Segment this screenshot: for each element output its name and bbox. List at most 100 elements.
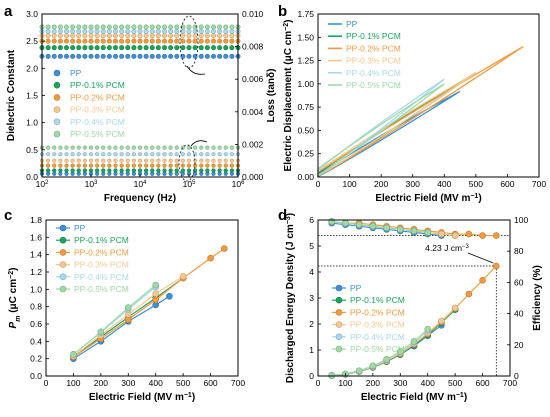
dielectric-point (64, 53, 70, 59)
loss-point (52, 163, 57, 168)
x-axis-label-a: Frequency (Hz) (104, 193, 176, 204)
dielectric-point (198, 28, 204, 34)
loss-point (137, 163, 143, 168)
dielectric-point (186, 53, 192, 59)
dielectric-point (229, 38, 235, 44)
panel-label-a: a (4, 3, 13, 20)
x-tick-label: 100 (338, 378, 352, 388)
dielectric-point (76, 53, 82, 59)
dielectric-point (223, 28, 229, 34)
data-point (97, 328, 105, 336)
loss-point (46, 158, 51, 163)
annotation-arrow (467, 252, 494, 264)
y-tick-label: 0.0 (26, 172, 38, 182)
dielectric-point (113, 45, 119, 51)
legend-label: PP-0.1% PCM (70, 80, 125, 90)
y-tick-label: 1.5 (26, 91, 38, 101)
dielectric-point (94, 45, 100, 51)
dielectric-point (76, 38, 82, 44)
legend-label: PP-0.3% PCM (70, 105, 125, 115)
dielectric-point (137, 45, 143, 51)
dielectric-point (192, 45, 198, 51)
x-tick-label: 600 (203, 378, 217, 388)
y2-tick-label: 20 (514, 340, 524, 350)
dielectric-point (125, 53, 131, 59)
loss-point (107, 163, 112, 168)
loss-point (144, 168, 149, 173)
dielectric-point (70, 38, 76, 44)
loss-point (180, 168, 185, 173)
dielectric-point (223, 33, 229, 39)
dielectric-point (106, 33, 112, 39)
dielectric-point (217, 28, 223, 34)
loss-point (223, 158, 228, 163)
y2-tick-label: 0 (514, 371, 519, 381)
dielectric-point (168, 53, 174, 59)
dielectric-point (125, 38, 131, 44)
data-point (152, 290, 160, 297)
dielectric-point (88, 45, 94, 51)
dielectric-point (186, 38, 192, 44)
efficiency-point (328, 218, 336, 225)
legend-marker (335, 345, 343, 353)
loss-point (217, 163, 222, 168)
panel-b-frame (317, 13, 540, 178)
legend-label: PP-0.4% PCM (346, 68, 401, 78)
x-tick-label: 500 (469, 179, 483, 189)
dielectric-point (168, 45, 174, 51)
loss-point (70, 168, 75, 173)
dielectric-point (57, 24, 63, 30)
dielectric-point (211, 33, 217, 39)
dielectric-point (155, 38, 161, 44)
y-tick-label: 6 (309, 215, 314, 225)
dielectric-point (162, 53, 168, 59)
loss-point (217, 152, 222, 157)
dielectric-point (155, 45, 161, 51)
y-tick-label: 1.00 (297, 79, 314, 89)
dielectric-point (149, 28, 155, 34)
loss-point (137, 145, 143, 150)
loss-point (156, 145, 161, 150)
loss-point (205, 168, 210, 173)
loss-point (223, 152, 228, 157)
legend-marker (59, 236, 67, 244)
y-tick-label: 1.2 (30, 267, 42, 277)
efficiency-point (410, 227, 418, 235)
dielectric-point (162, 28, 168, 34)
loss-point (131, 168, 136, 173)
efficiency-point (492, 232, 500, 239)
loss-point (131, 145, 136, 150)
loss-point (211, 145, 216, 150)
x-tick-label: 105 (183, 179, 196, 189)
dielectric-point (131, 38, 137, 44)
loss-point (107, 145, 112, 150)
loss-point (150, 145, 155, 150)
dielectric-point (125, 24, 131, 30)
y-tick-label: 4 (309, 267, 314, 277)
loss-point (76, 168, 81, 173)
loss-point (162, 158, 167, 163)
dielectric-point (64, 45, 70, 51)
dielectric-point (174, 53, 180, 59)
energy-point (451, 304, 459, 312)
efficiency-point (369, 222, 377, 230)
y-tick-label: 5 (309, 241, 314, 251)
y2-tick-label: 40 (514, 309, 524, 319)
y2-tick-label: 60 (514, 277, 524, 287)
y-tick-label: 1.50 (297, 32, 314, 42)
dielectric-point (174, 33, 180, 39)
loss-point (101, 158, 106, 163)
loss-point (101, 163, 106, 168)
y-tick-label: 2.0 (26, 63, 38, 73)
loss-point (137, 158, 143, 163)
dielectric-point (57, 28, 63, 34)
dielectric-point (204, 33, 210, 39)
loss-point (70, 152, 75, 157)
dielectric-point (186, 28, 192, 34)
y2-tick-label: 0.004 (242, 107, 264, 117)
x-tick-label: 600 (500, 179, 514, 189)
loss-point (156, 163, 161, 168)
loss-point (131, 158, 136, 163)
loss-point (125, 163, 130, 168)
dielectric-point (45, 24, 51, 30)
